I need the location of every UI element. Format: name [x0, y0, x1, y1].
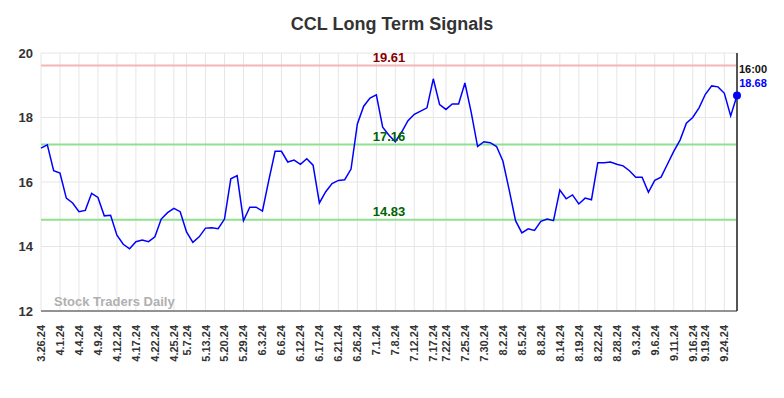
- svg-text:18.68: 18.68: [739, 77, 767, 89]
- svg-text:6.12.24: 6.12.24: [294, 324, 306, 362]
- svg-text:6.3.24: 6.3.24: [256, 324, 268, 355]
- svg-text:5.20.24: 5.20.24: [218, 324, 230, 362]
- svg-text:4.12.24: 4.12.24: [111, 324, 123, 362]
- html-text:Stock Traders Daily: Stock Traders Daily: [54, 294, 175, 309]
- svg-text:19.61: 19.61: [373, 50, 406, 65]
- svg-text:5.29.24: 5.29.24: [237, 324, 249, 362]
- svg-text:7.22.24: 7.22.24: [440, 324, 452, 362]
- svg-text:8.5.24: 8.5.24: [516, 324, 528, 355]
- svg-text:17.16: 17.16: [373, 129, 406, 144]
- svg-text:5.13.24: 5.13.24: [200, 324, 212, 362]
- html-text:CCL Long Term Signals: CCL Long Term Signals: [290, 14, 494, 34]
- svg-text:4.17.24: 4.17.24: [130, 324, 142, 362]
- svg-text:7.1.24: 7.1.24: [370, 324, 382, 355]
- svg-text:9.19.24: 9.19.24: [699, 324, 711, 362]
- svg-text:9.3.24: 9.3.24: [630, 324, 642, 355]
- svg-text:18: 18: [19, 110, 33, 125]
- svg-text:20: 20: [19, 46, 33, 61]
- svg-text:14.83: 14.83: [373, 204, 406, 219]
- svg-text:8.19.24: 8.19.24: [573, 324, 585, 362]
- svg-text:7.12.24: 7.12.24: [408, 324, 420, 362]
- svg-text:6.6.24: 6.6.24: [275, 324, 287, 355]
- svg-text:4.4.24: 4.4.24: [73, 324, 85, 355]
- svg-text:7.25.24: 7.25.24: [459, 324, 471, 362]
- svg-text:16: 16: [19, 175, 33, 190]
- svg-text:7.30.24: 7.30.24: [478, 324, 490, 362]
- svg-text:8.22.24: 8.22.24: [592, 324, 604, 362]
- svg-text:4.9.24: 4.9.24: [92, 324, 104, 355]
- svg-text:8.14.24: 8.14.24: [554, 324, 566, 362]
- svg-text:9.24.24: 9.24.24: [718, 324, 730, 362]
- svg-text:12: 12: [19, 304, 33, 319]
- svg-text:8.8.24: 8.8.24: [535, 324, 547, 355]
- svg-text:4.1.24: 4.1.24: [54, 324, 66, 355]
- svg-text:7.8.24: 7.8.24: [389, 324, 401, 355]
- svg-text:16:00: 16:00: [739, 63, 767, 75]
- svg-text:8.28.24: 8.28.24: [611, 324, 623, 362]
- svg-text:14: 14: [19, 239, 34, 254]
- svg-text:6.21.24: 6.21.24: [332, 324, 344, 362]
- svg-text:8.2.24: 8.2.24: [497, 324, 509, 355]
- svg-text:5.7.24: 5.7.24: [181, 324, 193, 355]
- svg-text:9.11.24: 9.11.24: [668, 324, 680, 361]
- svg-text:6.17.24: 6.17.24: [313, 324, 325, 362]
- svg-text:6.26.24: 6.26.24: [351, 324, 363, 362]
- svg-text:4.25.24: 4.25.24: [168, 324, 180, 362]
- svg-text:7.17.24: 7.17.24: [427, 324, 439, 362]
- svg-text:9.6.24: 9.6.24: [649, 324, 661, 355]
- svg-text:3.26.24: 3.26.24: [35, 324, 47, 362]
- svg-text:9.16.24: 9.16.24: [687, 324, 699, 362]
- svg-text:4.22.24: 4.22.24: [149, 324, 161, 362]
